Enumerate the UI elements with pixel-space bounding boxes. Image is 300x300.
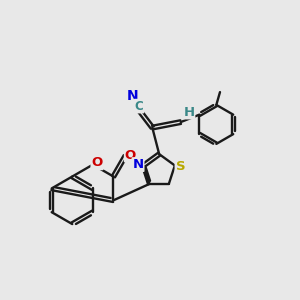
Text: S: S <box>176 160 185 173</box>
Text: O: O <box>91 156 103 169</box>
Text: H: H <box>183 106 194 118</box>
Text: N: N <box>133 158 144 171</box>
Text: N: N <box>126 88 138 103</box>
Text: C: C <box>135 100 143 112</box>
Text: O: O <box>125 148 136 161</box>
